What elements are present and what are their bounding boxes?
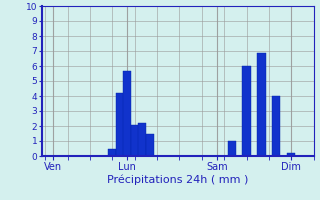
Bar (108, 148, 116, 156)
Bar (287, 153, 295, 156)
Bar (123, 71, 132, 156)
Bar (257, 52, 266, 156)
Bar (116, 93, 124, 156)
X-axis label: Précipitations 24h ( mm ): Précipitations 24h ( mm ) (107, 174, 248, 185)
Bar (146, 134, 154, 156)
Bar (243, 66, 251, 156)
Bar (131, 124, 139, 156)
Bar (272, 96, 280, 156)
Bar (228, 141, 236, 156)
Bar (138, 123, 146, 156)
